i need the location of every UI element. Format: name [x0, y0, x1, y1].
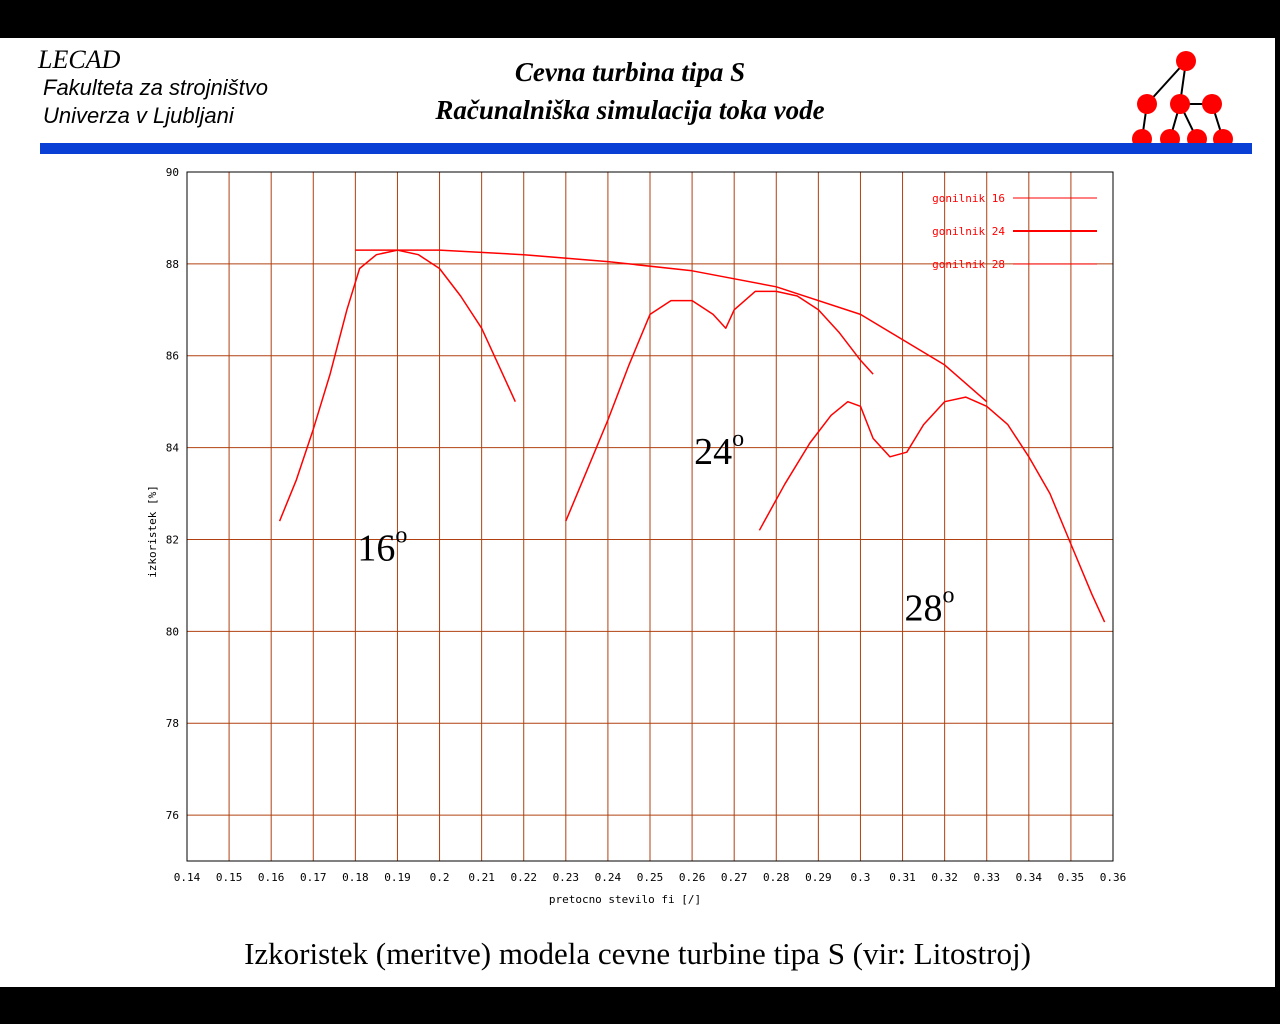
x-tick-label: 0.35 — [1058, 871, 1085, 884]
y-tick-label: 84 — [166, 442, 180, 455]
faculty-name: Fakulteta za strojništvo — [43, 75, 268, 100]
angle-degree-mark: o — [943, 582, 955, 608]
y-tick-label: 90 — [166, 166, 179, 179]
y-tick-label: 76 — [166, 809, 179, 822]
series-line — [355, 249, 988, 403]
title-line-1: Cevna turbina tipa S — [514, 57, 746, 87]
lecad-logo-icon — [1132, 51, 1233, 143]
slide-title: Cevna turbina tipa S Računalniška simula… — [330, 53, 930, 129]
x-axis-label: pretocno stevilo fi [/] — [549, 893, 701, 906]
y-tick-label: 88 — [166, 258, 179, 271]
x-tick-label: 0.36 — [1100, 871, 1127, 884]
x-tick-label: 0.29 — [805, 871, 832, 884]
slide: LECAD Fakulteta za strojništvo Univerza … — [0, 38, 1275, 987]
efficiency-chart: 0.14 0.15 0.16 0.17 0.18 0.19 0.2 0.21 0.22 0.23 0… — [146, 166, 1127, 906]
x-tick-label: 0.19 — [384, 871, 411, 884]
figure-caption: Izkoristek (meritve) modela cevne turbin… — [244, 936, 1031, 971]
y-tick-label: 86 — [166, 350, 179, 363]
x-tick-label: 0.16 — [258, 871, 285, 884]
x-tick-label: 0.2 — [430, 871, 450, 884]
x-tick-label: 0.31 — [889, 871, 916, 884]
x-tick-label: 0.25 — [637, 871, 664, 884]
plot-frame — [186, 171, 1114, 862]
x-tick-label: 0.21 — [468, 871, 495, 884]
series-line — [758, 396, 1106, 623]
x-tick-label: 0.18 — [342, 871, 369, 884]
x-tick-label: 0.33 — [973, 871, 1000, 884]
x-tick-label: 0.34 — [1016, 871, 1043, 884]
angle-annotation: 16 — [357, 528, 395, 570]
angle-degree-mark: o — [395, 523, 407, 549]
angle-annotation: 28 — [905, 587, 943, 629]
angle-annotation: 24 — [694, 431, 732, 473]
lab-name: LECAD — [38, 45, 121, 74]
series-line — [278, 249, 516, 522]
x-tick-label: 0.22 — [510, 871, 537, 884]
header-divider — [40, 143, 1252, 154]
y-tick-label: 82 — [166, 533, 179, 546]
legend-label: gonilnik 28 — [932, 258, 1005, 271]
x-tick-label: 0.27 — [721, 871, 748, 884]
x-tick-label: 0.14 — [174, 871, 201, 884]
x-tick-label: 0.23 — [553, 871, 580, 884]
y-tick-label: 80 — [166, 625, 179, 638]
y-tick-label: 78 — [166, 717, 179, 730]
legend-label: gonilnik 24 — [932, 225, 1005, 238]
x-tick-label: 0.17 — [300, 871, 327, 884]
x-tick-label: 0.28 — [763, 871, 790, 884]
x-tick-label: 0.3 — [851, 871, 871, 884]
institution-block: LECAD Fakulteta za strojništvo Univerza … — [38, 46, 268, 130]
legend-label: gonilnik 16 — [932, 192, 1005, 205]
y-axis-label: izkoristek [%] — [146, 485, 159, 578]
x-tick-label: 0.24 — [595, 871, 622, 884]
angle-degree-mark: o — [732, 426, 744, 452]
x-tick-label: 0.15 — [216, 871, 243, 884]
x-tick-label: 0.32 — [931, 871, 958, 884]
title-line-2: Računalniška simulacija toka vode — [435, 95, 825, 125]
university-name: Univerza v Ljubljani — [43, 103, 234, 128]
x-tick-label: 0.26 — [679, 871, 706, 884]
series-line — [565, 290, 874, 522]
